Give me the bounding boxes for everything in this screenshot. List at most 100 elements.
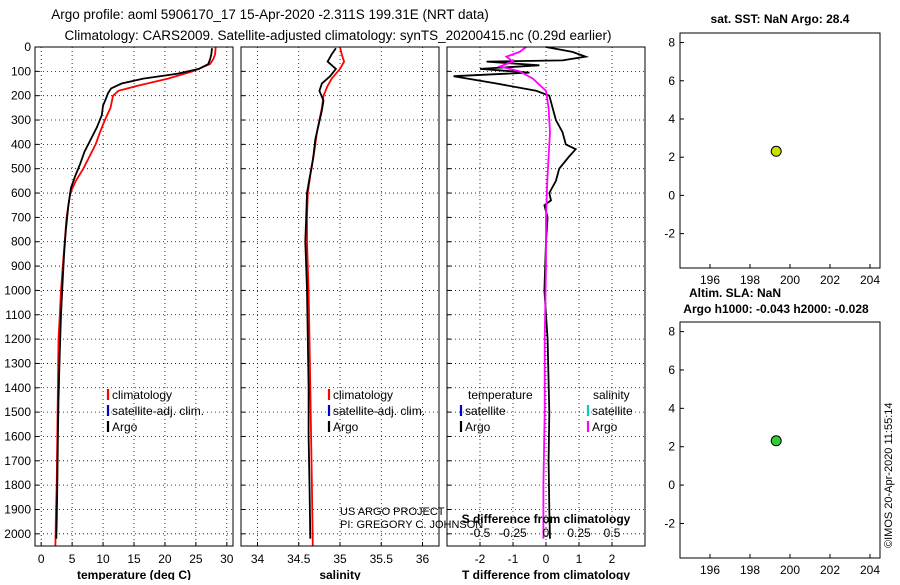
depth-tick-label: 1400	[4, 381, 31, 395]
sla-title-line-2: Argo h1000: -0.043 h2000: -0.028	[683, 302, 869, 316]
salinity-climatology-line	[306, 46, 346, 547]
sla-point	[770, 435, 782, 447]
sst-ytick-label: -2	[664, 227, 675, 241]
sst-xtick-label: 200	[780, 273, 800, 287]
difference-salinity-argo-line	[496, 46, 551, 539]
salinity-argo-line	[304, 47, 338, 539]
depth-tick-label: 500	[11, 162, 31, 176]
sla-ytick-label: 4	[668, 401, 675, 415]
temperature-climatology-line	[54, 46, 217, 547]
salinity-difference-tick-label: -0.5	[470, 526, 491, 540]
salinity-legend-2-label: Argo	[333, 420, 359, 434]
title-line-2: Climatology: CARS2009. Satellite-adjuste…	[64, 28, 611, 43]
difference-tick-label: -1	[508, 552, 519, 566]
temperature-tick-label: 10	[96, 552, 110, 566]
depth-tick-label: 1500	[4, 405, 31, 419]
difference-legend-s-sat-label: satellite	[592, 404, 633, 418]
sla-xtick-label: 200	[780, 563, 800, 577]
sst-ytick-label: 4	[668, 112, 675, 126]
temperature-tick-label: 5	[69, 552, 76, 566]
difference-tick-label: 0	[543, 552, 550, 566]
sla-xtick-label: 198	[740, 563, 760, 577]
difference-tick-label: 2	[609, 552, 616, 566]
difference-frame	[446, 46, 646, 547]
depth-tick-label: 1900	[4, 502, 31, 516]
depth-tick-label: 200	[11, 89, 31, 103]
sla-ytick-label: 0	[668, 478, 675, 492]
temperature-argo-line	[55, 48, 213, 539]
depth-tick-label: 600	[11, 186, 31, 200]
difference-tick-label: -2	[475, 552, 486, 566]
sst-ytick-label: 8	[668, 36, 675, 50]
depth-tick-label: 1200	[4, 332, 31, 346]
depth-tick-label: 800	[11, 235, 31, 249]
salinity-legend-1-label: satellite-adj. clim.	[333, 404, 425, 418]
temperature-difference-axis-label: T difference from climatology	[462, 568, 630, 580]
difference-legend-t-argo-label: Argo	[465, 420, 491, 434]
temperature-legend-2-label: Argo	[112, 420, 138, 434]
salinity-tick-label: 34	[251, 552, 265, 566]
sst-xtick-label: 204	[860, 273, 880, 287]
sst-ytick-label: 2	[668, 150, 675, 164]
sst-title: sat. SST: NaN Argo: 28.4	[711, 12, 850, 26]
difference-panel: -2 -1 0 1 2 -0.5 -0.25 0 0.25 0.5S difference fro…	[446, 46, 646, 582]
temperature-tick-label: 0	[38, 552, 45, 566]
sst-xtick-label: 202	[820, 273, 840, 287]
sla-xtick-label: 196	[700, 563, 720, 577]
salinity-tick-label: 35	[333, 552, 347, 566]
depth-tick-label: 1700	[4, 454, 31, 468]
sla-ytick-label: -2	[664, 516, 675, 530]
difference-legend-s-argo-label: Argo	[592, 420, 618, 434]
depth-tick-label: 700	[11, 210, 31, 224]
salinity-tick-label: 35.5	[370, 552, 394, 566]
sla-ytick-label: 6	[668, 363, 675, 377]
sst-ytick-label: 0	[668, 188, 675, 202]
salinity-tick-label: 34.5	[287, 552, 311, 566]
sst-frame	[679, 32, 881, 269]
salinity-frame	[240, 46, 440, 547]
temperature-legend-0-label: climatology	[112, 388, 172, 402]
sst-panel: 196 198 200 202 204 -2 0 2 4 6 8 sat. SST: NaN Argo…	[664, 12, 881, 287]
difference-legend-t-sat-label: satellite	[465, 404, 506, 418]
sla-xtick-label: 202	[820, 563, 840, 577]
difference-legend-title-temperature: temperature	[468, 388, 533, 402]
sla-title-line-1: Altim. SLA: NaN	[689, 286, 781, 300]
salinity-difference-tick-label: -0.25	[499, 526, 527, 540]
temperature-tick-label: 30	[220, 552, 234, 566]
depth-tick-label: 1300	[4, 356, 31, 370]
temperature-tick-label: 15	[127, 552, 141, 566]
depth-tick-label: 2000	[4, 527, 31, 541]
difference-temperature-argo-line	[453, 46, 590, 539]
depth-tick-label: 0	[24, 40, 31, 54]
salinity-legend-0-label: climatology	[333, 388, 393, 402]
temperature-axis-label: temperature (deg C)	[77, 568, 191, 580]
sst-ytick-label: 6	[668, 74, 675, 88]
depth-tick-label: 1600	[4, 429, 31, 443]
salinity-difference-tick-label: 0.5	[604, 526, 621, 540]
depth-tick-label: 900	[11, 259, 31, 273]
difference-tick-label: 1	[576, 552, 583, 566]
depth-tick-label: 400	[11, 137, 31, 151]
depth-tick-label: 1000	[4, 283, 31, 297]
salinity-difference-tick-label: 0	[543, 526, 550, 540]
salinity-difference-axis-label: S difference from climatology	[462, 512, 631, 526]
sst-xtick-label: 198	[740, 273, 760, 287]
sla-frame	[679, 321, 881, 559]
temperature-tick-label: 25	[189, 552, 203, 566]
sla-ytick-label: 8	[668, 325, 675, 339]
sst-xtick-label: 196	[700, 273, 720, 287]
difference-legend-title-salinity: salinity	[593, 388, 630, 402]
depth-tick-label: 1100	[5, 308, 31, 322]
depth-tick-label: 100	[11, 64, 31, 78]
timestamp-label: ©IMOS 20-Apr-2020 11:55:14	[883, 403, 895, 548]
temperature-panel: 0100200300400500600700800900100011001200…	[4, 40, 234, 582]
title-line-1: Argo profile: aoml 5906170_17 15-Apr-202…	[51, 7, 489, 22]
salinity-difference-tick-label: 0.25	[567, 526, 591, 540]
sla-xtick-label: 204	[860, 563, 880, 577]
temperature-tick-label: 20	[158, 552, 172, 566]
project-annotation: US ARGO PROJECT	[340, 506, 445, 518]
temperature-legend-1-label: satellite-adj. clim.	[112, 404, 204, 418]
sla-panel: 196 198 200 202 204 -2 0 2 4 6 8 Altim. SLA: NaN Arg…	[664, 286, 881, 577]
